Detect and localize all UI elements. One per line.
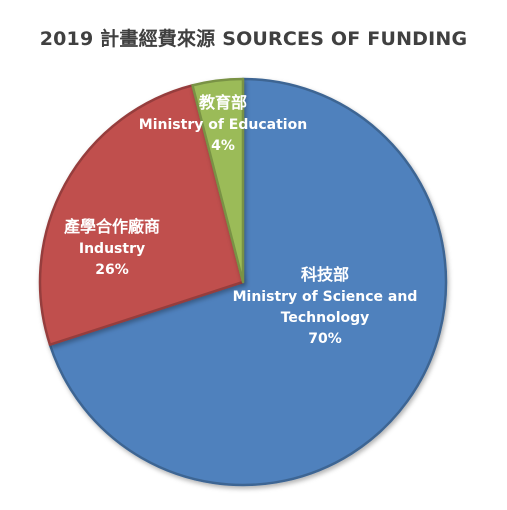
- pie-slice-0: [48, 77, 448, 487]
- slice-label-zh: 科技部: [301, 265, 349, 284]
- slice-label-zh: 教育部: [199, 93, 247, 112]
- slice-label-0: 科技部 Ministry of Science and Technology 70%: [233, 265, 418, 347]
- slice-label-zh: 產學合作廠商: [64, 217, 160, 236]
- pie-slice-2: [191, 77, 245, 284]
- slice-label-en: Technology: [281, 310, 370, 326]
- slice-value-label: 26%: [95, 262, 129, 278]
- chart-title: 2019 計畫經費來源 SOURCES OF FUNDING: [39, 28, 468, 50]
- pie-slice-1: [38, 84, 245, 346]
- slice-label-1: 產學合作廠商 Industry 26%: [64, 217, 160, 278]
- slice-value-label: 4%: [211, 138, 235, 154]
- slice-value-label: 70%: [308, 331, 342, 347]
- slice-label-en: Industry: [79, 241, 145, 257]
- slice-label-en: Ministry of Education: [139, 117, 307, 133]
- slice-label-en: Ministry of Science and: [233, 289, 418, 305]
- slice-label-2: 教育部 Ministry of Education 4%: [139, 93, 307, 154]
